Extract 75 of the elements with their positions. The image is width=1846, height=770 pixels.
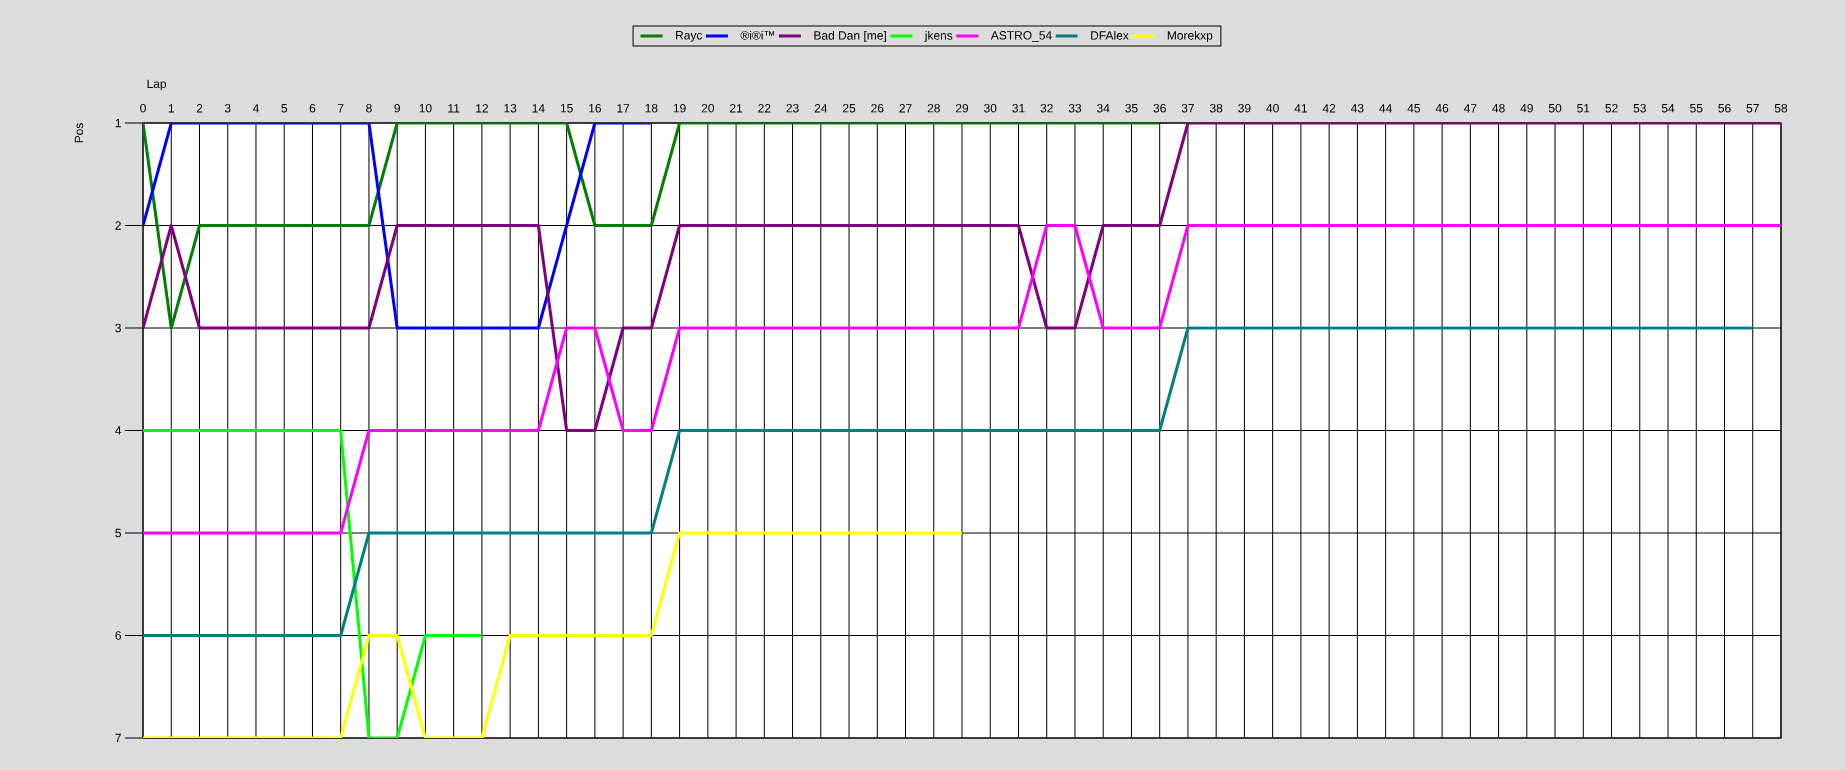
x-tick-label: 48 (1492, 103, 1505, 113)
x-tick-label: 44 (1379, 104, 1392, 113)
x-tick-label: 46 (1435, 103, 1449, 113)
x-tick-label: 8 (366, 103, 372, 113)
x-tick-label: 42 (1322, 104, 1336, 113)
x-tick-label: 19 (673, 103, 686, 113)
y-tick-label: 2 (115, 221, 121, 230)
x-tick-label: 55 (1690, 104, 1703, 113)
x-tick-label: 10 (419, 103, 432, 113)
x-tick-label: 27 (899, 104, 912, 113)
x-tick-label: 47 (1463, 104, 1477, 113)
x-tick-label: 17 (617, 104, 630, 113)
y-tick-label: 6 (115, 631, 121, 640)
x-tick-label: 14 (532, 104, 545, 113)
legend-label: ®i®i™ (740, 30, 775, 40)
x-tick-label: 58 (1774, 103, 1788, 113)
x-tick-label: 39 (1238, 103, 1251, 113)
x-tick-label: 40 (1266, 103, 1279, 113)
x-tick-label: 23 (786, 103, 799, 113)
x-tick-label: 15 (560, 104, 573, 113)
x-tick-label: 41 (1294, 104, 1307, 113)
x-tick-label: 51 (1577, 104, 1590, 113)
x-tick-label: 35 (1125, 103, 1138, 113)
x-tick-label: 57 (1746, 104, 1759, 113)
x-tick-label: 25 (842, 103, 856, 113)
x-tick-label: 54 (1661, 104, 1675, 113)
x-tick-label: 11 (448, 104, 460, 113)
legend-label: DFAlex (1091, 30, 1129, 40)
x-tick-label: 7 (337, 104, 344, 113)
x-tick-label: 24 (814, 104, 828, 113)
x-tick-label: 31 (1012, 103, 1025, 113)
x-tick-label: 18 (645, 103, 658, 113)
legend-label: Rayc (676, 31, 703, 42)
x-tick-label: 43 (1350, 103, 1364, 113)
y-axis-title: Pos (74, 123, 84, 143)
y-tick-label: 4 (115, 426, 122, 435)
x-tick-label: 45 (1407, 104, 1421, 113)
x-tick-label: 13 (504, 103, 517, 113)
legend-label: jkens (924, 30, 953, 43)
x-tick-label: 30 (984, 103, 997, 113)
y-tick-label: 1 (115, 118, 121, 128)
x-tick-label: 5 (281, 104, 288, 113)
x-tick-label: 3 (224, 103, 231, 113)
x-tick-label: 49 (1520, 103, 1533, 113)
x-tick-label: 34 (1096, 103, 1110, 113)
x-tick-label: 29 (955, 103, 969, 113)
x-tick-label: 4 (252, 104, 259, 113)
x-tick-label: 36 (1153, 103, 1166, 113)
x-tick-label: 38 (1209, 103, 1223, 113)
x-tick-label: 21 (730, 104, 743, 113)
x-tick-label: 20 (701, 103, 715, 113)
legend-label: Bad Dan [me] (814, 30, 886, 43)
x-tick-label: 37 (1181, 103, 1194, 113)
x-tick-label: 56 (1718, 103, 1731, 113)
x-tick-label: 52 (1605, 103, 1618, 113)
x-tick-label: 33 (1068, 103, 1082, 113)
x-tick-label: 16 (589, 103, 602, 113)
y-tick-label: 3 (115, 323, 121, 333)
x-tick-label: 12 (476, 104, 488, 113)
x-tick-label: 28 (927, 103, 940, 113)
x-tick-label: 6 (309, 103, 316, 113)
x-tick-label: 1 (168, 104, 174, 113)
x-axis-title: Lap (147, 79, 167, 91)
legend-label: ASTRO_54 (990, 31, 1052, 42)
y-tick-label: 5 (115, 528, 121, 538)
x-tick-label: 50 (1548, 103, 1562, 113)
x-tick-label: 32 (1040, 103, 1053, 113)
x-tick-label: 2 (196, 104, 203, 113)
x-tick-label: 53 (1633, 103, 1646, 113)
x-tick-label: 9 (394, 103, 400, 113)
x-tick-label: 22 (758, 104, 771, 113)
legend-label: Morekxp (1167, 30, 1213, 43)
y-tick-label: 7 (115, 733, 121, 743)
x-tick-label: 0 (140, 103, 146, 113)
x-tick-label: 26 (871, 103, 884, 113)
